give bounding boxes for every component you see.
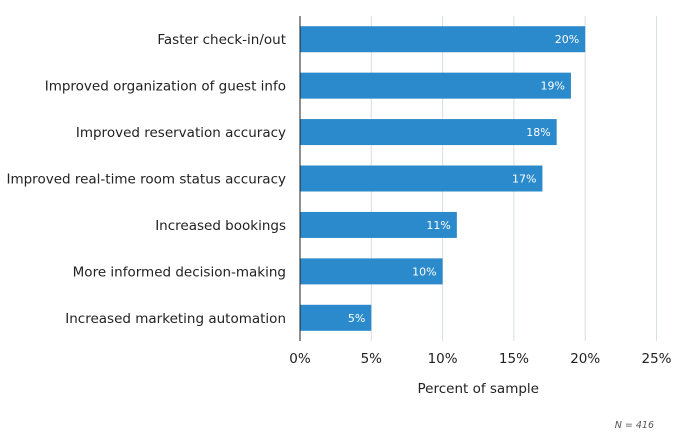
bar bbox=[300, 26, 586, 53]
x-tick-labels: 0% 5% 10% 15% 20% 25% bbox=[289, 351, 671, 367]
category-label: Increased marketing automation bbox=[65, 311, 286, 327]
bar bbox=[300, 165, 543, 192]
x-axis-title: Percent of sample bbox=[418, 381, 539, 397]
data-label: 18% bbox=[526, 126, 550, 139]
category-label: Increased bookings bbox=[155, 218, 286, 234]
x-tick-label: 5% bbox=[361, 351, 383, 367]
data-label: 17% bbox=[512, 173, 536, 186]
category-label: Improved reservation accuracy bbox=[76, 125, 286, 141]
bar bbox=[300, 304, 372, 331]
x-tick-label: 15% bbox=[499, 351, 529, 367]
data-label: 11% bbox=[426, 219, 450, 232]
data-label: 5% bbox=[348, 312, 365, 325]
x-tick-label: 25% bbox=[641, 351, 671, 367]
bar bbox=[300, 258, 443, 285]
category-label: Faster check-in/out bbox=[157, 32, 286, 48]
x-tick-label: 20% bbox=[570, 351, 600, 367]
x-tick-label: 0% bbox=[289, 351, 311, 367]
category-label: Improved organization of guest info bbox=[45, 79, 286, 95]
data-label: 19% bbox=[540, 80, 564, 93]
category-label: More informed decision-making bbox=[73, 264, 286, 280]
category-label: Improved real-time room status accuracy bbox=[6, 172, 286, 188]
bar bbox=[300, 211, 457, 238]
bar bbox=[300, 119, 557, 146]
sample-size-note: N = 416 bbox=[615, 420, 654, 431]
data-label: 20% bbox=[555, 33, 579, 46]
category-labels: Faster check-in/out Improved organization… bbox=[6, 32, 286, 327]
data-label: 10% bbox=[412, 265, 436, 278]
bar bbox=[300, 72, 571, 99]
bars: 20% 19% 18% 17% 11% 10% 5% bbox=[300, 26, 586, 331]
x-tick-label: 10% bbox=[428, 351, 458, 367]
